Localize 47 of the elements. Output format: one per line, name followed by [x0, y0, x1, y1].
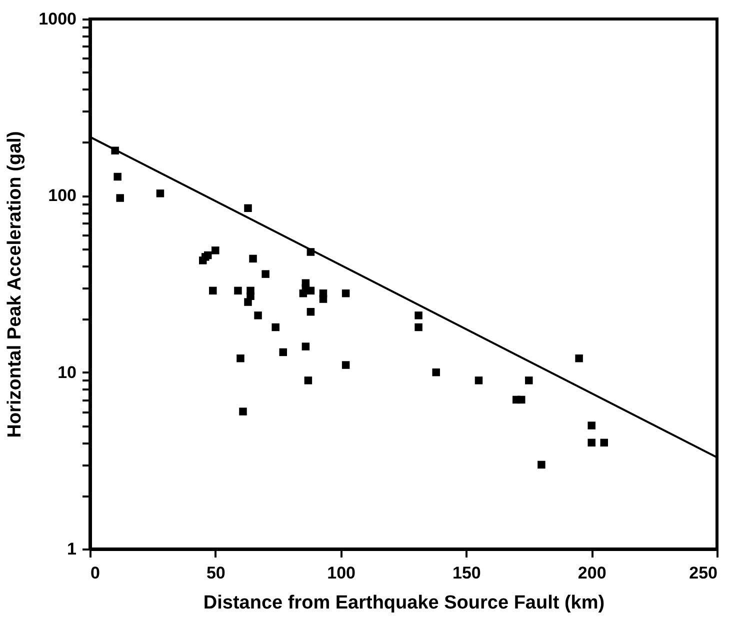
point [414, 312, 422, 320]
point [304, 376, 312, 384]
x-tick-label: 100 [327, 564, 356, 582]
point [302, 279, 310, 287]
point [575, 354, 583, 362]
point [600, 438, 608, 447]
point [414, 323, 422, 332]
point [249, 254, 257, 263]
point [262, 270, 270, 278]
point [212, 246, 220, 254]
y-tick-label: 1 [67, 540, 76, 558]
point [116, 194, 124, 202]
point [474, 376, 483, 384]
point [588, 422, 596, 430]
y-tick-label: 10 [58, 362, 76, 382]
point [246, 286, 254, 295]
point [114, 172, 122, 181]
point [209, 286, 217, 295]
point [306, 308, 315, 316]
point [518, 396, 526, 404]
point [342, 289, 350, 298]
point [432, 368, 440, 376]
point [302, 342, 310, 350]
y-axis-title: Horizontal Peak Acceleration (gal) [4, 131, 26, 438]
point [588, 438, 596, 447]
y-tick-label: 1000 [38, 10, 76, 28]
point [234, 286, 242, 295]
point [244, 204, 252, 212]
x-tick-label: 50 [206, 564, 226, 582]
x-tick-label: 0 [90, 564, 100, 582]
point [272, 323, 280, 332]
point [204, 251, 212, 260]
point [156, 190, 164, 198]
point [236, 354, 244, 362]
point [319, 289, 328, 298]
point [279, 348, 287, 356]
point [306, 286, 315, 295]
x-tick-label: 150 [452, 564, 481, 582]
point [254, 312, 262, 320]
x-axis-title: Distance from Earthquake Source Fault (km) [203, 592, 605, 614]
y-tick-label: 100 [48, 186, 76, 206]
point [525, 376, 533, 384]
x-tick-label: 250 [689, 564, 718, 582]
point [239, 408, 247, 416]
point [538, 460, 546, 469]
x-tick-label: 200 [578, 564, 606, 582]
point [342, 361, 350, 369]
